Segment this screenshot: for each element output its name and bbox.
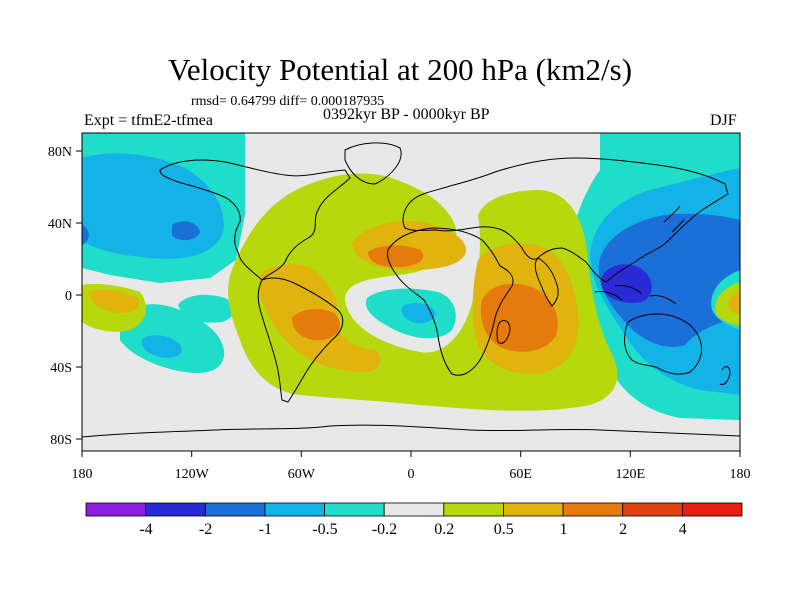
lon-label-60w: 60W (288, 467, 316, 482)
colorbar-box (383, 502, 445, 517)
lon-label-120w: 120W (175, 467, 210, 482)
coastline-new-zealand (719, 366, 731, 385)
axis-ticks (76, 150, 741, 457)
latitude-labels: 80N 40N 0 40S 80S (48, 145, 72, 448)
colorbar-box (622, 502, 683, 517)
colorbar-box (85, 502, 147, 517)
colorbar-box (264, 502, 325, 517)
colorbar-box (145, 502, 206, 517)
colorbar-label: -0.5 (312, 521, 337, 538)
lat-label-40n: 40N (48, 217, 72, 232)
colorbar: -4 -2 -1 -0.5 -0.2 0.2 0.5 1 2 4 (85, 502, 743, 538)
contour-tropical-pacific-cyan (178, 294, 234, 323)
colorbar-label: 1 (560, 521, 568, 538)
coastline-antarctica (82, 424, 740, 438)
contour-east-pacific-orange (88, 289, 140, 314)
coastline-south-america (257, 277, 344, 403)
contour-south-pacific-cyan (120, 304, 225, 374)
lat-label-40s: 40S (50, 361, 72, 376)
coastline-india (534, 257, 559, 307)
colorbar-label: 4 (679, 521, 687, 538)
season-label: DJF (710, 112, 737, 129)
colorbar-label: 0.2 (434, 521, 454, 538)
contour-field (82, 133, 740, 451)
lon-label-60e: 60E (509, 467, 532, 482)
colorbar-box (324, 502, 385, 517)
coastline-greenland (344, 142, 402, 185)
map-title: Velocity Potential at 200 hPa (km2/s) (167, 52, 633, 87)
contour-maritime-continent-deep (601, 264, 652, 303)
contour-east-edge-orange (728, 290, 740, 314)
period-label: 0392kyr BP - 0000kyr BP (323, 106, 490, 123)
colorbar-label: -1 (259, 521, 272, 538)
lon-label-0: 0 (408, 467, 415, 482)
colorbar-label: -2 (199, 521, 212, 538)
lat-label-0: 0 (65, 289, 72, 304)
contour-asia-pacific-blue (598, 213, 740, 348)
coastline-eurasia (402, 157, 729, 283)
lat-label-80s: 80S (50, 433, 72, 448)
coastline-indonesia (594, 285, 677, 305)
experiment-label: Expt = tfmE2-tfmea (84, 112, 213, 129)
coastline-madagascar (496, 319, 511, 344)
lon-label-120e: 120E (616, 467, 646, 482)
contour-southern-africa-dark-orange (480, 283, 558, 352)
colorbar-label: -4 (139, 521, 152, 538)
coastline-africa (387, 227, 514, 376)
contour-south-pacific-blue (141, 335, 182, 358)
coastlines (82, 142, 740, 438)
colorbar-label: 0.5 (494, 521, 514, 538)
colorbar-label: -0.2 (372, 521, 397, 538)
contour-north-pacific-deep (172, 221, 200, 241)
contour-south-america-dark-orange (292, 309, 341, 341)
colorbar-boxes (85, 502, 743, 517)
lat-label-80n: 80N (48, 145, 72, 160)
colorbar-label: 2 (619, 521, 627, 538)
contour-sahara-dark-orange (368, 245, 424, 268)
contour-west-edge-deep (82, 225, 89, 245)
colorbar-box (503, 502, 564, 517)
lon-label-180e: 180 (730, 467, 751, 482)
colorbar-box (204, 502, 266, 517)
colorbar-labels: -4 -2 -1 -0.5 -0.2 0.2 0.5 1 2 4 (139, 521, 686, 538)
contour-east-edge-green (715, 282, 740, 326)
contour-atlantic-blue (401, 302, 436, 324)
colorbar-box (681, 502, 743, 517)
colorbar-box (562, 502, 624, 517)
coastline-north-america (159, 159, 351, 281)
longitude-labels: 180 120W 60W 0 60E 120E 180 (72, 467, 751, 482)
coastline-australia (624, 313, 703, 375)
colorbar-box (443, 502, 504, 517)
rmsd-diff-stats: rmsd= 0.64799 diff= 0.000187935 (191, 94, 385, 109)
lon-label-180w: 180 (72, 467, 93, 482)
coastline-japan (663, 205, 685, 233)
